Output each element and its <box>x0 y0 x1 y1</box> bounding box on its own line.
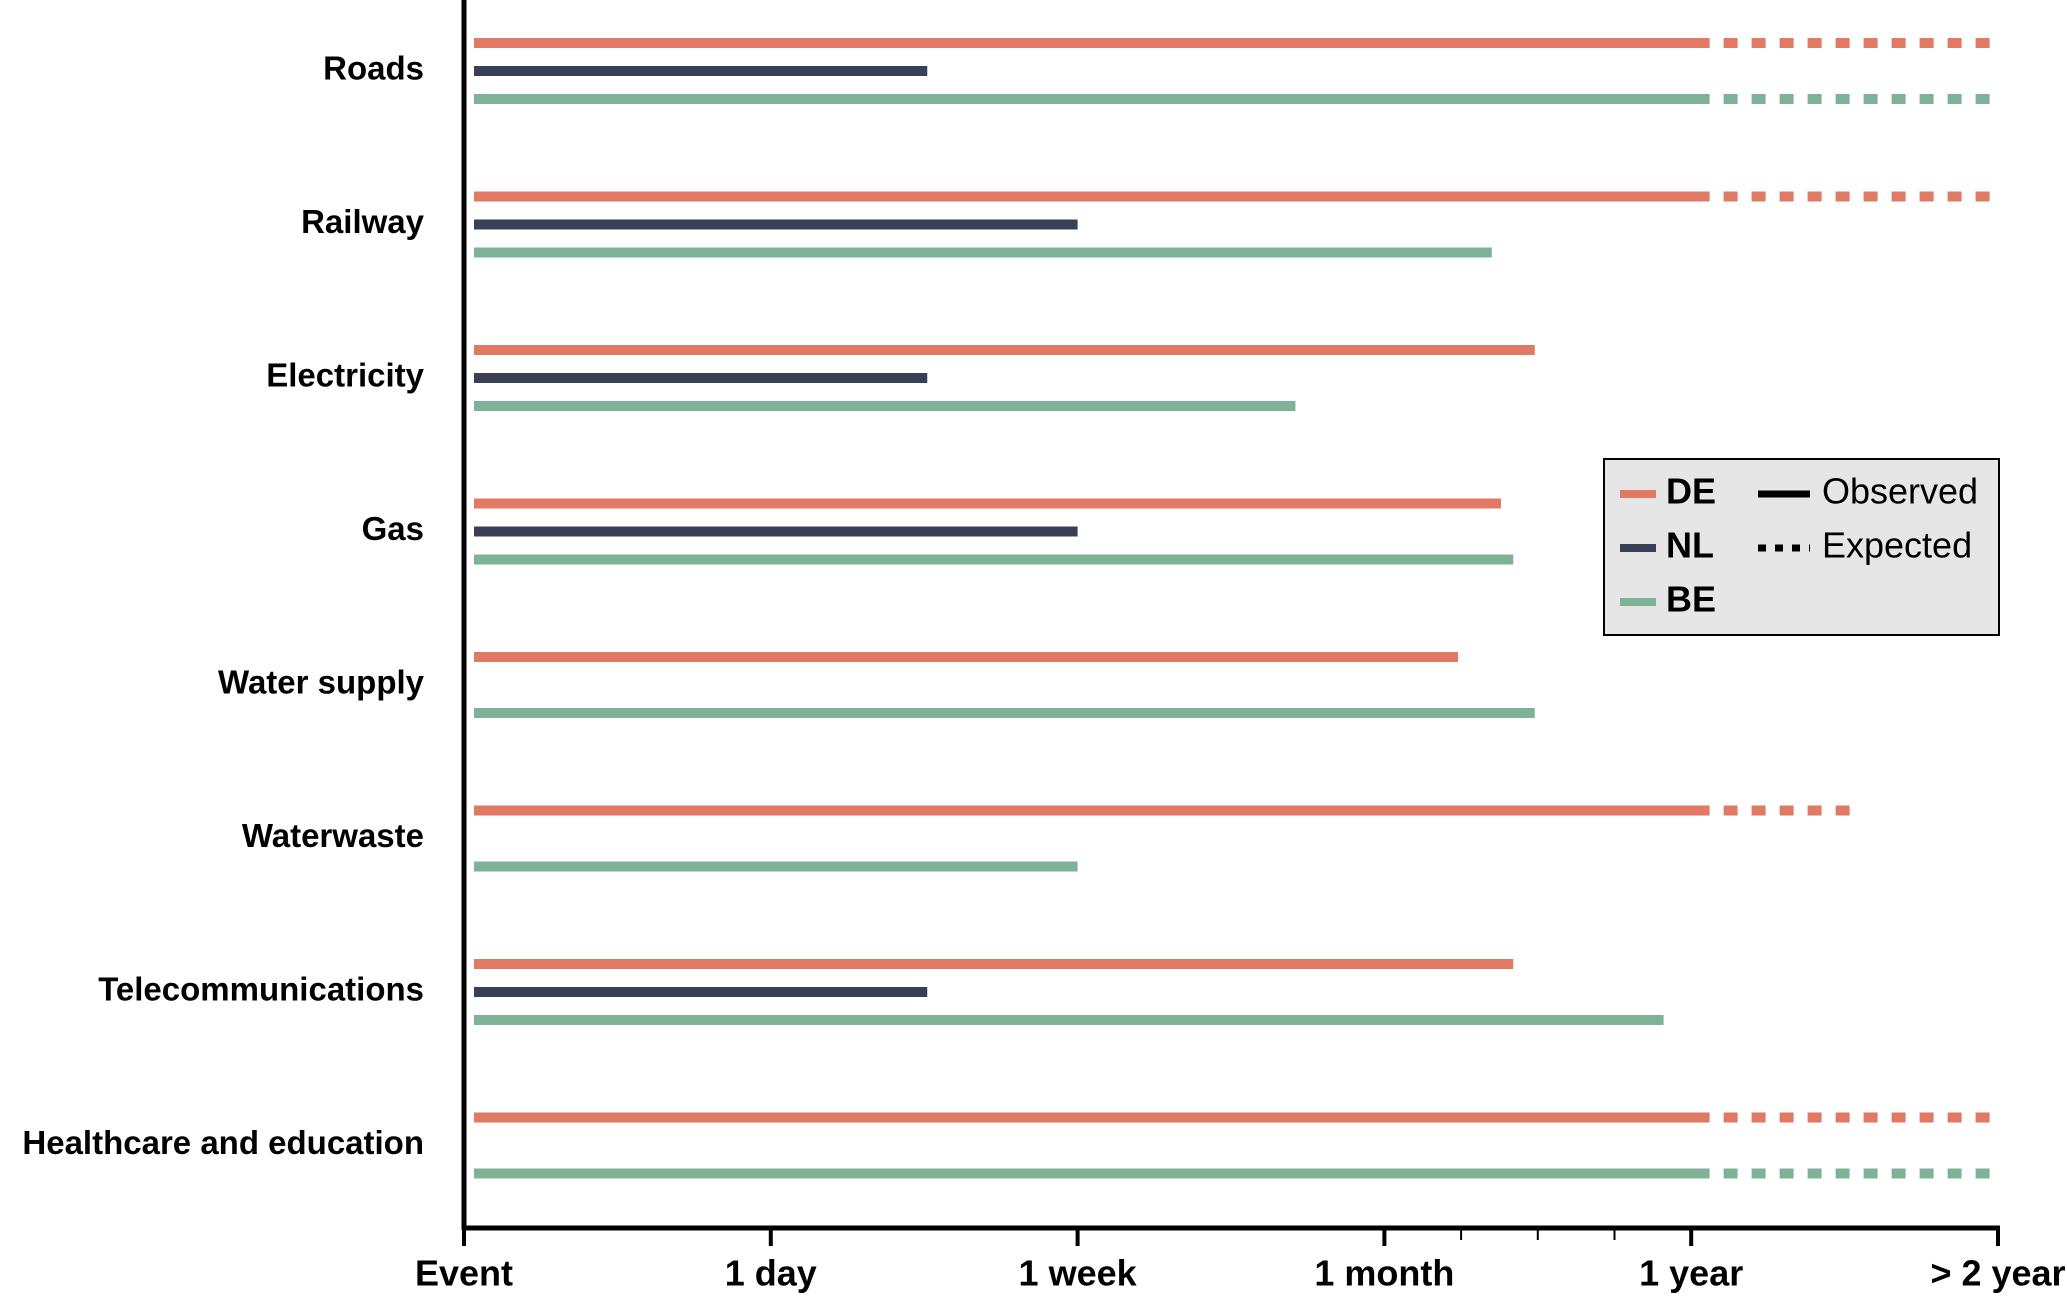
x-tick-label: 1 month <box>1314 1253 1454 1294</box>
legend-label: Expected <box>1822 525 1972 566</box>
x-tick-label: 1 week <box>1019 1253 1138 1294</box>
category-label: Telecommunications <box>98 971 424 1008</box>
category-label: Electricity <box>266 357 424 394</box>
category-label: Gas <box>362 510 424 547</box>
category-label: Waterwaste <box>242 817 424 854</box>
x-tick-label: > 2 year <box>1930 1253 2065 1294</box>
legend-label: BE <box>1666 579 1716 620</box>
x-tick-label: 1 year <box>1639 1253 1743 1294</box>
category-label: Railway <box>301 203 425 240</box>
legend: DE NL BE Observed Expected <box>1603 458 2000 636</box>
category-label: Healthcare and education <box>22 1124 424 1161</box>
category-label: Water supply <box>218 664 425 701</box>
legend-label: NL <box>1666 525 1714 566</box>
legend-box <box>1603 458 2000 636</box>
category-label: Roads <box>323 50 424 87</box>
x-tick-label: Event <box>415 1253 513 1294</box>
x-tick-label: 1 day <box>725 1253 817 1294</box>
legend-label: DE <box>1666 471 1716 512</box>
legend-label: Observed <box>1822 471 1978 512</box>
